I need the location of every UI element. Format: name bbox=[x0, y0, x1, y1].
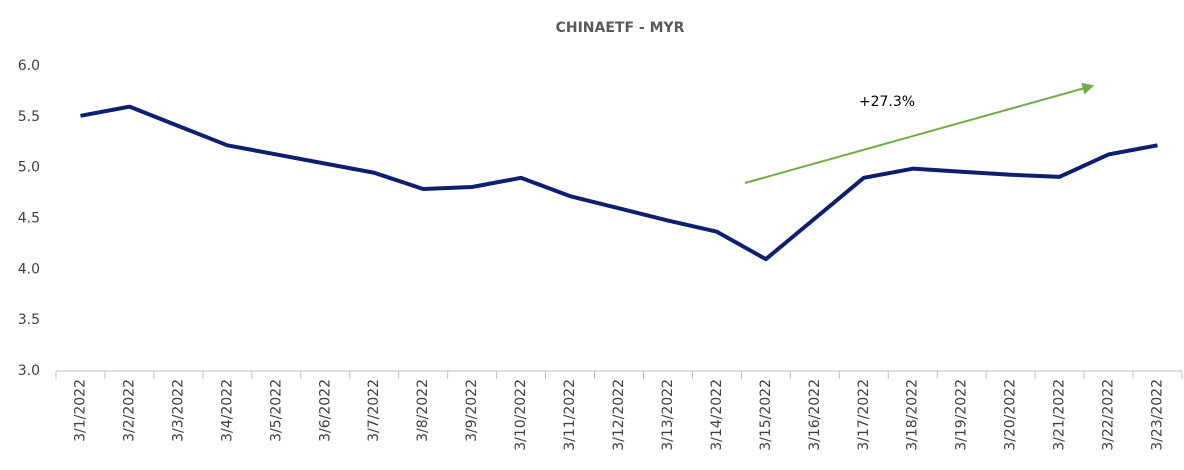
x-tick-label: 3/12/2022 bbox=[611, 379, 627, 451]
annotation: +27.3% bbox=[859, 94, 915, 110]
x-tick-label: 3/16/2022 bbox=[807, 379, 823, 451]
x-tick-label: 3/23/2022 bbox=[1150, 379, 1166, 451]
trend-arrow bbox=[744, 82, 1095, 184]
x-tick-label: 3/13/2022 bbox=[660, 379, 676, 451]
x-tick-label: 3/11/2022 bbox=[562, 379, 578, 451]
y-tick-label: 4.5 bbox=[18, 211, 40, 227]
x-tick-label: 3/22/2022 bbox=[1101, 379, 1117, 451]
x-tick-label: 3/9/2022 bbox=[464, 379, 480, 442]
x-tick-label: 3/7/2022 bbox=[366, 379, 382, 442]
y-tick-label: 6.0 bbox=[18, 58, 40, 74]
y-tick-label: 3.0 bbox=[18, 363, 40, 379]
x-tick-label: 3/6/2022 bbox=[317, 379, 333, 442]
x-tick-label: 3/3/2022 bbox=[170, 379, 186, 442]
x-tick-label: 3/17/2022 bbox=[856, 379, 872, 451]
y-tick-label: 5.0 bbox=[18, 160, 40, 176]
x-tick-label: 3/14/2022 bbox=[709, 379, 725, 451]
y-tick-label: 5.5 bbox=[18, 109, 40, 125]
x-tick-label: 3/15/2022 bbox=[758, 379, 774, 451]
x-tick-label: 3/2/2022 bbox=[121, 379, 137, 442]
y-tick-label: 3.5 bbox=[18, 312, 40, 328]
x-tick-label: 3/8/2022 bbox=[415, 379, 431, 442]
data-line bbox=[80, 104, 1158, 262]
x-tick-label: 3/19/2022 bbox=[954, 379, 970, 451]
x-tick-label: 3/21/2022 bbox=[1052, 379, 1068, 451]
x-tick-label: 3/1/2022 bbox=[72, 379, 88, 442]
x-tick-label: 3/5/2022 bbox=[268, 379, 284, 442]
x-tick-label: 3/18/2022 bbox=[905, 379, 921, 451]
x-tick-label: 3/4/2022 bbox=[219, 379, 235, 442]
y-tick-label: 4.0 bbox=[18, 261, 40, 277]
chart-title: CHINAETF - MYR bbox=[556, 20, 685, 36]
x-tick-label: 3/20/2022 bbox=[1003, 379, 1019, 451]
x-tick-label: 3/10/2022 bbox=[513, 379, 529, 451]
